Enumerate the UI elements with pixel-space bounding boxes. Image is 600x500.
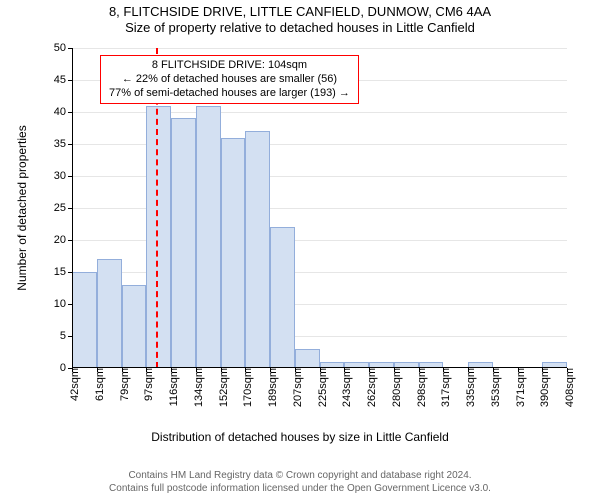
histogram-bar [295, 349, 320, 368]
x-tick-label: 371sqm [509, 368, 527, 407]
y-axis-line [72, 48, 73, 368]
x-tick-label: 61sqm [88, 368, 106, 401]
x-tick-label: 408sqm [558, 368, 576, 407]
x-tick-label: 280sqm [385, 368, 403, 407]
annotation-box: 8 FLITCHSIDE DRIVE: 104sqm ← 22% of deta… [100, 55, 359, 104]
title-block: 8, FLITCHSIDE DRIVE, LITTLE CANFIELD, DU… [0, 4, 600, 37]
histogram-bar [72, 272, 97, 368]
x-tick-label: 189sqm [261, 368, 279, 407]
x-tick-label: 335sqm [459, 368, 477, 407]
histogram-bar [122, 285, 147, 368]
annotation-line-1: 8 FLITCHSIDE DRIVE: 104sqm [109, 59, 350, 73]
x-tick-label: 97sqm [137, 368, 155, 401]
histogram-bar [270, 227, 295, 368]
x-tick-label: 225sqm [311, 368, 329, 407]
histogram-bar [146, 106, 171, 368]
annotation-line-2: ← 22% of detached houses are smaller (56… [109, 73, 350, 87]
x-tick-label: 262sqm [360, 368, 378, 407]
histogram-bar [221, 138, 246, 368]
x-tick-label: 79sqm [113, 368, 131, 401]
annotation-line-3: 77% of semi-detached houses are larger (… [109, 87, 350, 101]
footer: Contains HM Land Registry data © Crown c… [0, 470, 600, 495]
gridline [72, 48, 567, 49]
histogram-bar [196, 106, 221, 368]
footer-line-2: Contains full postcode information licen… [0, 483, 600, 496]
x-tick-label: 134sqm [187, 368, 205, 407]
x-tick-label: 170sqm [236, 368, 254, 407]
x-tick-label: 152sqm [212, 368, 230, 407]
x-tick-label: 42sqm [63, 368, 81, 401]
y-axis-label: Number of detached properties [15, 125, 29, 290]
title-line-2: Size of property relative to detached ho… [0, 20, 600, 36]
histogram-bar [171, 118, 196, 368]
footer-line-1: Contains HM Land Registry data © Crown c… [0, 470, 600, 483]
x-tick-label: 353sqm [484, 368, 502, 407]
x-tick-label: 317sqm [434, 368, 452, 407]
x-tick-label: 207sqm [286, 368, 304, 407]
x-tick-label: 298sqm [410, 368, 428, 407]
x-tick-label: 390sqm [533, 368, 551, 407]
x-axis-label: Distribution of detached houses by size … [151, 430, 449, 444]
x-axis-line [72, 367, 567, 368]
histogram-bar [245, 131, 270, 368]
x-tick-label: 243sqm [335, 368, 353, 407]
title-line-1: 8, FLITCHSIDE DRIVE, LITTLE CANFIELD, DU… [0, 4, 600, 20]
x-tick-label: 116sqm [162, 368, 180, 406]
histogram-bar [97, 259, 122, 368]
